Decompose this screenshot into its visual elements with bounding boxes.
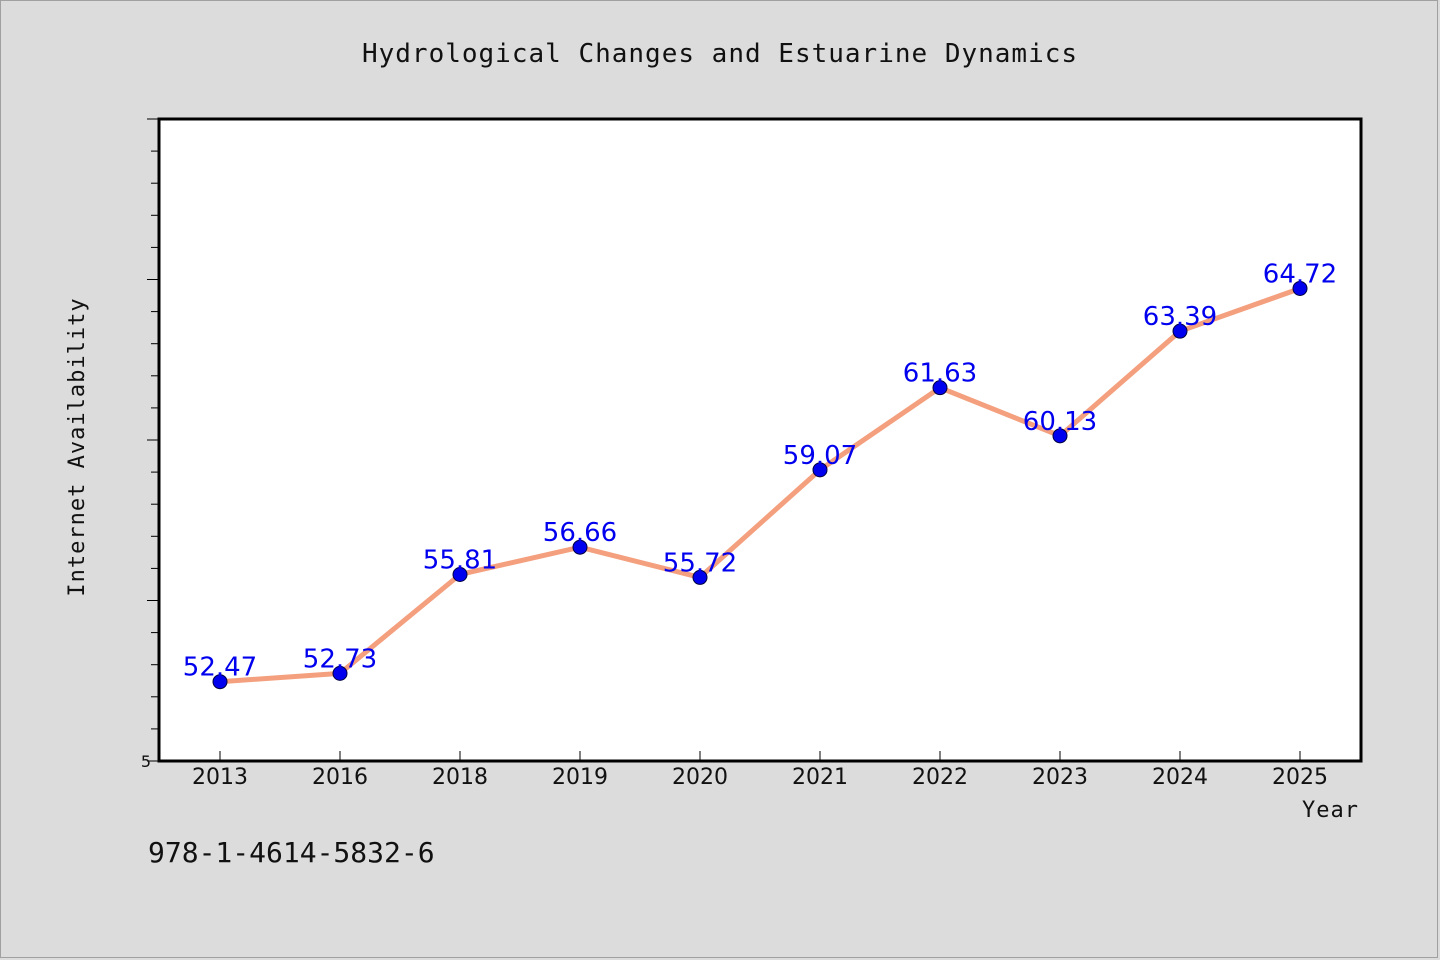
data-point bbox=[332, 665, 348, 681]
plot-area bbox=[157, 117, 1363, 763]
data-label: 56.66 bbox=[543, 518, 617, 548]
data-point bbox=[1292, 280, 1308, 296]
data-point bbox=[812, 462, 828, 478]
data-point bbox=[572, 539, 588, 555]
x-tick-label: 2025 bbox=[1272, 765, 1328, 790]
x-tick-label: 2024 bbox=[1152, 765, 1208, 790]
data-point bbox=[1172, 323, 1188, 339]
data-label: 55.72 bbox=[663, 548, 737, 578]
isbn-footer: 978-1-4614-5832-6 bbox=[148, 836, 435, 869]
y-tick-label: 5 bbox=[141, 752, 151, 771]
x-tick-label: 2023 bbox=[1032, 765, 1088, 790]
x-tick-label: 2013 bbox=[192, 765, 248, 790]
data-point bbox=[212, 674, 228, 690]
data-label: 60.13 bbox=[1023, 407, 1097, 437]
data-label: 61.63 bbox=[903, 359, 977, 389]
data-point bbox=[1052, 428, 1068, 444]
x-tick-label: 2021 bbox=[792, 765, 848, 790]
x-axis-ticks: 2013 2016 2018 2019 2020 2021 2022 2023 2024 2025 bbox=[192, 751, 1328, 790]
data-label: 55.81 bbox=[423, 545, 497, 575]
x-axis-label: Year bbox=[1302, 798, 1359, 823]
x-tick-label: 2019 bbox=[552, 765, 608, 790]
x-tick-label: 2020 bbox=[672, 765, 728, 790]
x-tick-label: 2022 bbox=[912, 765, 968, 790]
data-label: 52.73 bbox=[303, 644, 377, 674]
data-point bbox=[932, 380, 948, 396]
data-label: 64.72 bbox=[1263, 259, 1337, 289]
x-tick-label: 2016 bbox=[312, 765, 368, 790]
data-point bbox=[692, 569, 708, 585]
series-net-availability: 52.47 52.73 55.81 56.66 55.72 59.07 61.63 60.13… bbox=[183, 259, 1337, 690]
x-tick-label: 2018 bbox=[432, 765, 488, 790]
y-axis-ticks: 5 bbox=[141, 118, 159, 771]
data-label: 63.39 bbox=[1143, 302, 1217, 332]
chart-title: Hydrological Changes and Estuarine Dynam… bbox=[362, 39, 1078, 69]
y-axis-label: Internet Availability bbox=[65, 297, 90, 596]
data-label: 52.47 bbox=[183, 653, 257, 683]
data-label: 59.07 bbox=[783, 441, 857, 471]
data-point bbox=[452, 566, 468, 582]
series-line bbox=[217, 285, 1303, 685]
